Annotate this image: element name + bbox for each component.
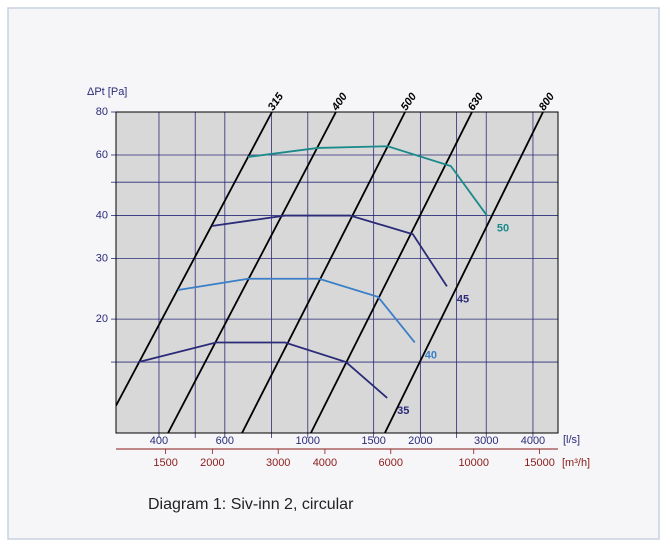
x-tick-label: 1500 — [361, 435, 385, 447]
x-tick-label: 600 — [216, 435, 234, 447]
x2-tick-label: 1500 — [153, 457, 177, 469]
x2-tick-label: 6000 — [379, 457, 403, 469]
lines — [116, 112, 544, 433]
x-tick-label: 2000 — [408, 435, 432, 447]
x2-tick-label: 10000 — [458, 457, 489, 469]
series-line — [384, 112, 544, 433]
x2-tick-label: 4000 — [313, 457, 337, 469]
x-axis-label: [l/s] — [563, 434, 580, 446]
series-line — [241, 112, 406, 433]
series-line — [116, 112, 273, 407]
y-tick-label: 40 — [96, 209, 108, 221]
x-tick-label: 3000 — [474, 435, 498, 447]
x2-tick-label: 2000 — [200, 457, 224, 469]
plot-border — [115, 111, 559, 434]
y-tick-label: 60 — [96, 149, 108, 161]
x-tick-label: 1000 — [296, 435, 320, 447]
y-tick-label: 80 — [96, 106, 108, 118]
caption: Diagram 1: Siv-inn 2, circular — [148, 496, 354, 513]
series-line — [211, 214, 448, 287]
series-line — [137, 341, 388, 399]
x2-tick-label: 3000 — [266, 457, 290, 469]
series-line — [247, 145, 488, 217]
y-tick-label: 30 — [96, 252, 108, 264]
x2-axis-label: [m³/h] — [562, 457, 590, 469]
x2-tick-label: 15000 — [524, 457, 555, 469]
y-axis-label: ΔPt [Pa] — [87, 86, 127, 98]
series-label: 50 — [497, 222, 509, 234]
series-line — [177, 277, 416, 344]
series-label: 40 — [425, 349, 437, 361]
series-label: 45 — [457, 293, 469, 305]
x-tick-label: 400 — [150, 435, 168, 447]
series-line — [167, 112, 337, 433]
series-line — [310, 112, 473, 433]
y-tick-label: 20 — [96, 313, 108, 325]
series-label: 35 — [397, 405, 409, 417]
plot-area — [116, 112, 558, 433]
x-tick-label: 4000 — [521, 435, 545, 447]
